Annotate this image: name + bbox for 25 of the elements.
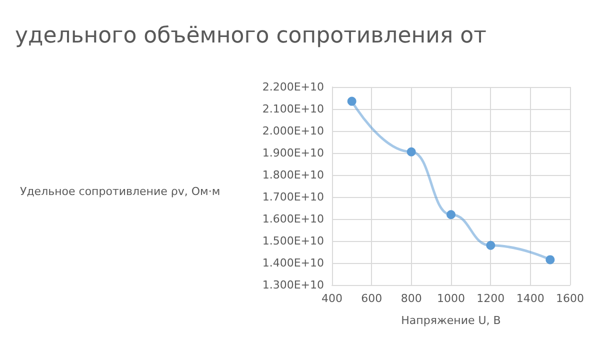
y-tick-label: 1.500E+10 (262, 234, 324, 248)
x-tick-label: 1000 (437, 292, 465, 305)
y-tick-label: 1.900E+10 (262, 146, 324, 160)
y-tick-label: 1.800E+10 (262, 168, 324, 182)
y-tick-label: 2.100E+10 (262, 102, 324, 116)
x-tick-label: 1400 (516, 292, 544, 305)
y-tick-label: 2.200E+10 (262, 80, 324, 94)
point (546, 255, 555, 264)
point (347, 96, 356, 106)
y-axis-title: Удельное сопротивление ρv, Ом·м (20, 185, 220, 198)
y-tick-label: 1.700E+10 (262, 190, 324, 204)
x-tick-label: 1200 (476, 292, 505, 305)
y-tick-label: 2.000E+10 (262, 124, 324, 138)
y-tick-label: 1.600E+10 (262, 212, 324, 226)
point (446, 210, 456, 220)
point (406, 147, 416, 156)
point (486, 240, 496, 250)
x-axis-title: Напряжение U, В (401, 314, 501, 327)
x-tick-label: 1600 (556, 292, 584, 305)
y-tick-label: 1.300E+10 (262, 278, 324, 292)
y-tick-label: 1.400E+10 (262, 256, 324, 270)
x-tick-label: 400 (322, 292, 342, 305)
x-tick-label: 800 (400, 292, 422, 305)
chart-title: удельного объёмного сопротивления от (15, 24, 487, 48)
x-tick-label: 600 (361, 292, 382, 305)
